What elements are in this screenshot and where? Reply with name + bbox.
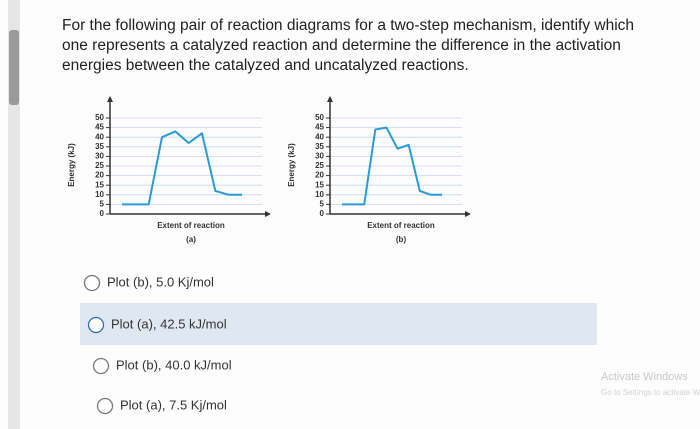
energy-curve — [342, 126, 442, 206]
y-tick-label: 5 — [100, 200, 105, 209]
option-label[interactable]: Plot (b), 40.0 kJ/mol — [116, 357, 232, 372]
radio-button[interactable] — [87, 316, 105, 334]
y-tick-label: 30 — [315, 152, 324, 161]
scroll-thumb[interactable] — [9, 30, 19, 105]
watermark-title: Activate Windows — [601, 371, 688, 383]
option-label[interactable]: Plot (a), 7.5 Kj/mol — [120, 397, 227, 412]
y-tick-label: 30 — [95, 152, 104, 161]
y-tick-label: 20 — [315, 171, 324, 180]
y-tick-label: 45 — [315, 123, 324, 132]
y-tick-label: 20 — [95, 171, 104, 180]
radio-button[interactable] — [92, 357, 110, 375]
x-axis-label: Extent of reaction — [157, 221, 225, 230]
y-tick-label: 35 — [95, 142, 104, 151]
arrow — [327, 96, 333, 102]
option-label[interactable]: Plot (a), 42.5 kJ/mol — [111, 316, 227, 331]
arrow — [265, 211, 271, 217]
y-tick-label: 0 — [100, 209, 105, 218]
y-tick-label: 50 — [315, 113, 324, 122]
y-tick-label: 40 — [95, 132, 104, 141]
y-tick-label: 25 — [95, 161, 104, 170]
y-axis-label: Energy (kJ) — [67, 143, 76, 187]
y-tick-label: 15 — [95, 180, 104, 189]
y-tick-label: 0 — [320, 209, 325, 218]
y-tick-label: 10 — [95, 190, 104, 199]
arrow — [107, 96, 113, 102]
y-tick-label: 5 — [320, 200, 325, 209]
caption: (a) — [186, 235, 196, 244]
question: For the following pair of reaction diagr… — [62, 17, 635, 74]
option-label[interactable]: Plot (b), 5.0 Kj/mol — [107, 274, 214, 289]
y-tick-label: 15 — [315, 180, 324, 189]
x-axis-label: Extent of reaction — [367, 221, 435, 230]
caption: (b) — [396, 235, 407, 244]
y-tick-label: 10 — [315, 190, 324, 199]
arrow — [465, 211, 471, 217]
option-highlight — [80, 303, 597, 345]
scrollbar[interactable] — [8, 0, 20, 429]
y-tick-label: 40 — [315, 132, 324, 141]
y-tick-label: 50 — [95, 113, 104, 122]
radio-button[interactable] — [83, 274, 101, 292]
radio-button[interactable] — [96, 397, 114, 415]
y-axis-label: Energy (kJ) — [287, 143, 296, 187]
y-tick-label: 45 — [95, 123, 104, 132]
y-tick-label: 25 — [315, 161, 324, 170]
watermark-subtitle: Go to Settings to activate Windows. — [601, 388, 700, 397]
energy-curve — [122, 130, 242, 206]
y-tick-label: 35 — [315, 142, 324, 151]
